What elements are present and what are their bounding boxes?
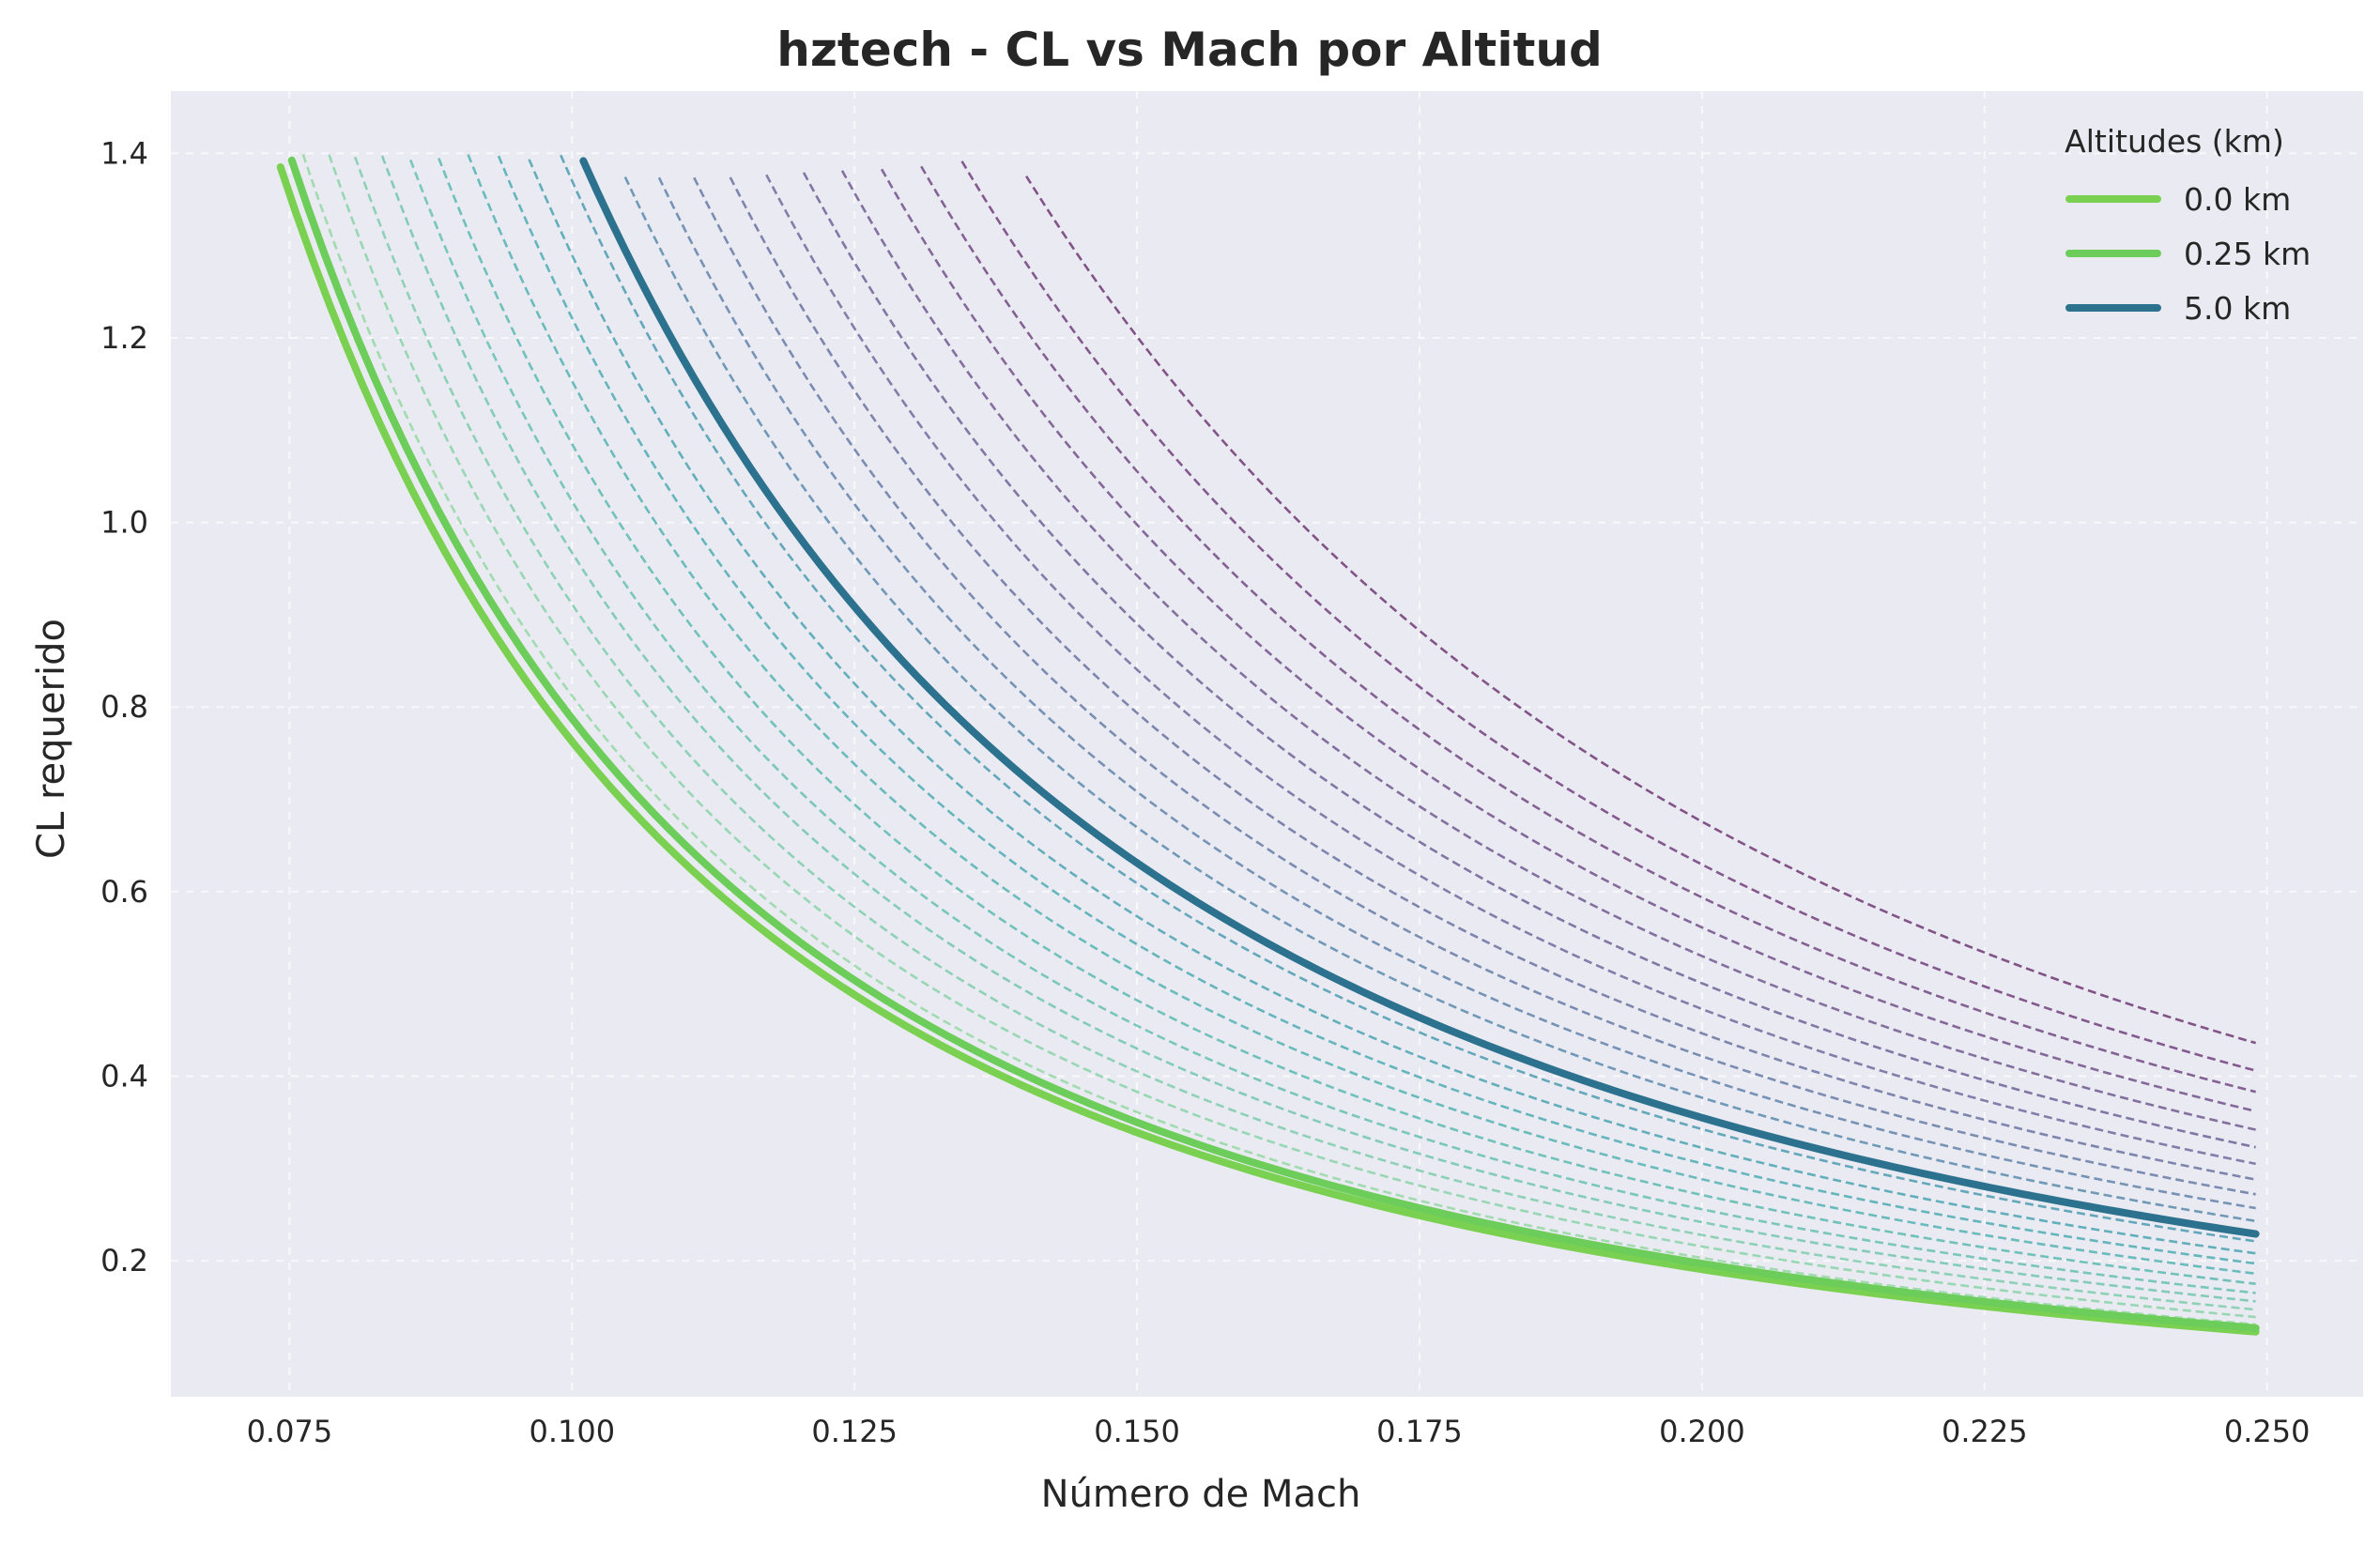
background-series-line <box>765 174 2256 1166</box>
x-tick-label: 0.100 <box>529 1414 615 1449</box>
background-series-line <box>408 159 2256 1294</box>
background-series-line <box>380 155 2256 1303</box>
x-tick-label: 0.075 <box>247 1414 333 1449</box>
legend-label: 0.0 km <box>2184 181 2291 218</box>
background-series-line <box>560 154 2256 1243</box>
y-tick-label: 0.6 <box>100 874 148 910</box>
axis-ticks: 0.075 0.100 0.125 0.150 0.175 0.200 0.225 0.250… <box>100 135 2310 1449</box>
background-series-line <box>1025 175 2257 1045</box>
grid-lines <box>171 91 2363 1397</box>
legend-label: 0.25 km <box>2184 236 2311 272</box>
x-tick-label: 0.125 <box>811 1414 898 1449</box>
legend: Altitudes (km) 0.0 km 0.25 km 5.0 km <box>2065 123 2311 327</box>
background-series-line <box>802 172 2256 1149</box>
y-tick-label: 1.0 <box>100 505 148 541</box>
x-tick-label: 0.175 <box>1376 1414 1463 1449</box>
y-tick-label: 1.4 <box>100 135 148 171</box>
y-tick-label: 0.2 <box>100 1243 148 1278</box>
legend-entries: 0.0 km 0.25 km 5.0 km <box>2065 181 2311 327</box>
background-series-line <box>438 158 2256 1285</box>
background-series-line <box>497 155 2256 1265</box>
background-series-line <box>693 176 2256 1196</box>
background-series-line <box>880 168 2256 1113</box>
x-tick-label: 0.250 <box>2224 1414 2311 1449</box>
x-tick-label: 0.225 <box>1942 1414 2028 1449</box>
x-tick-label: 0.200 <box>1659 1414 1745 1449</box>
background-series-line <box>623 176 2256 1223</box>
background-series-line <box>528 159 2256 1255</box>
highlighted-series <box>276 156 2260 1336</box>
plot-area <box>171 91 2363 1397</box>
background-series <box>301 154 2257 1326</box>
x-tick-label: 0.150 <box>1094 1414 1180 1449</box>
legend-title: Altitudes (km) <box>2065 123 2284 160</box>
background-series-line <box>840 170 2256 1131</box>
series-line-0.0-km <box>276 162 2260 1336</box>
background-series-line <box>301 154 2256 1326</box>
background-series-line <box>353 156 2256 1311</box>
background-series-line <box>467 154 2256 1276</box>
series-line-5.0-km <box>579 157 2260 1238</box>
chart-title: hztech - CL vs Mach por Altitud <box>776 23 1603 77</box>
series-line-0.25-km <box>287 156 2260 1332</box>
background-series-line <box>729 176 2256 1181</box>
legend-label: 5.0 km <box>2184 290 2291 327</box>
y-tick-label: 0.8 <box>100 689 148 725</box>
x-axis-label: Número de Mach <box>1041 1473 1361 1516</box>
background-series-line <box>920 165 2256 1094</box>
background-series-line <box>328 154 2256 1319</box>
background-series-line <box>960 161 2256 1072</box>
y-axis-label: CL requerido <box>30 619 73 859</box>
background-series-line <box>657 176 2256 1210</box>
y-tick-label: 0.4 <box>100 1058 148 1094</box>
y-tick-label: 1.2 <box>100 320 148 356</box>
